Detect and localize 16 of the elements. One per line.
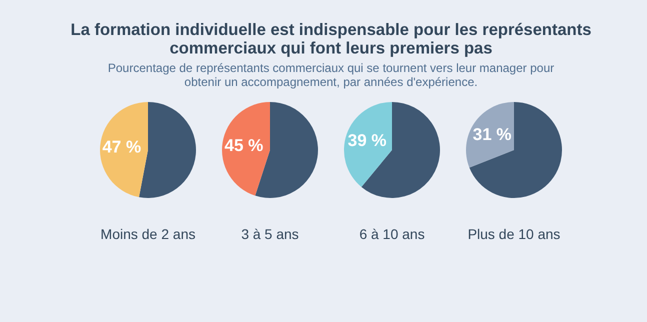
data-label: 45 % bbox=[224, 136, 264, 155]
pie-slice bbox=[344, 102, 392, 187]
data-label: 39 % bbox=[348, 131, 387, 150]
text: 3 à 5 ans bbox=[241, 226, 299, 242]
text: Moins de 2 ans bbox=[100, 226, 196, 242]
pie-slice bbox=[469, 102, 562, 198]
data-label: 31 % bbox=[472, 125, 512, 144]
pie-slice bbox=[222, 102, 270, 196]
text: La formation individuelle est indispensable pour les représentants commerciaux qui font leurs premiers pas bbox=[70, 21, 592, 58]
text: Pourcentage de représentants commerciaux qui se tournent vers leur manager pour obtenir un accompagnement, par années d'expérience. bbox=[108, 61, 554, 89]
text: Plus de 10 ans bbox=[468, 226, 560, 242]
text: 6 à 10 ans bbox=[359, 226, 425, 242]
data-label: 47 % bbox=[102, 138, 142, 157]
pie-slice bbox=[466, 102, 514, 168]
pie-slice bbox=[139, 102, 196, 198]
pie-slice bbox=[100, 102, 148, 198]
